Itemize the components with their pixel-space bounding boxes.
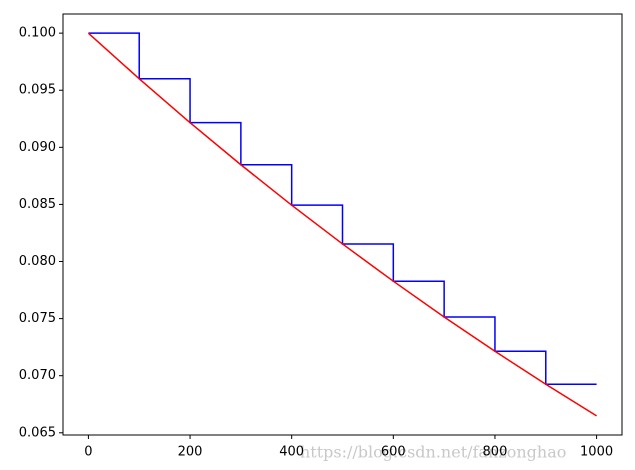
y-tick-label: 0.100 [19,26,56,41]
watermark: https://blog.csdn.net/fanzonghao [300,443,566,462]
x-tick-label: 600 [381,445,406,460]
plot-frame [62,13,623,436]
x-tick-label: 200 [178,445,203,460]
y-tick-label: 0.070 [19,368,56,383]
y-tick-label: 0.080 [19,254,56,269]
line-series [87,32,597,417]
y-tick-label: 0.095 [19,83,56,98]
y-tick-label: 0.085 [19,197,56,212]
x-tick-label: 0 [84,445,92,460]
x-tick-label: 400 [279,445,304,460]
y-tick-label: 0.075 [19,311,56,326]
line-series [88,32,597,385]
x-tick-label: 1000 [580,445,613,460]
y-tick-label: 0.065 [19,425,56,440]
x-tick-label: 800 [483,445,508,460]
y-tick-label: 0.090 [19,140,56,155]
